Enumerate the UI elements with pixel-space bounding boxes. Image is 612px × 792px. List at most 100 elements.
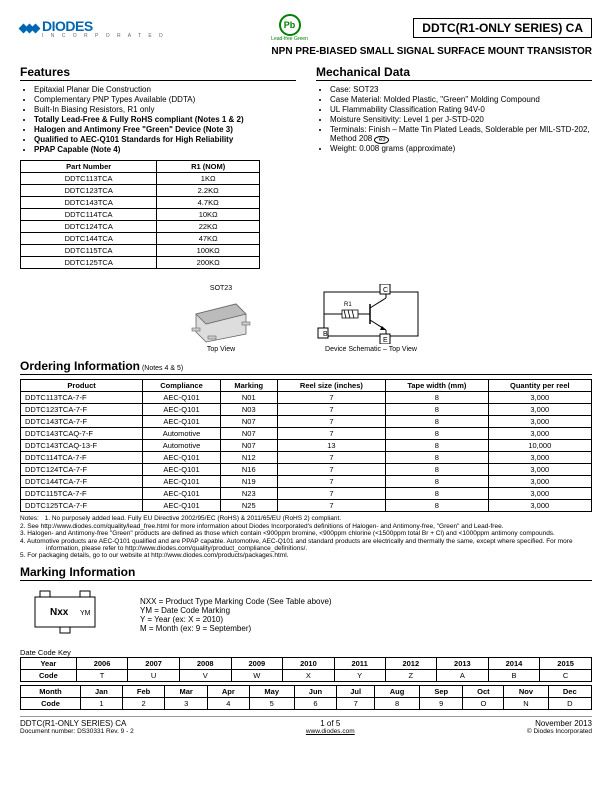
- table-row: DDTC113TCA1KΩ: [21, 173, 260, 185]
- feature-item: Complementary PNP Types Available (DDTA): [34, 95, 296, 104]
- table-cell: DDTC114TCA: [21, 209, 157, 221]
- mechanical-item: Case Material: Molded Plastic, "Green" M…: [330, 95, 592, 104]
- footer-title: DDTC(R1-ONLY SERIES) CA: [20, 719, 134, 728]
- table-cell: 7: [277, 404, 385, 416]
- logo-diamond-icon: [31, 23, 41, 33]
- table-row: DDTC115TCA100KΩ: [21, 245, 260, 257]
- table-cell: N07: [220, 428, 277, 440]
- table-cell: DDTC124TCA: [21, 221, 157, 233]
- table-cell: 9: [420, 698, 463, 710]
- table-cell: N03: [220, 404, 277, 416]
- table-cell: N19: [220, 476, 277, 488]
- table-cell: 2010: [283, 658, 335, 670]
- chip-code-text: Nxx: [50, 607, 69, 618]
- mechanical-list: Case: SOT23Case Material: Molded Plastic…: [316, 85, 592, 153]
- table-cell: N07: [220, 416, 277, 428]
- table-cell: DDTC143TCAQ-13-F: [21, 440, 143, 452]
- table-cell: Apr: [207, 686, 249, 698]
- table-header: R1 (NOM): [157, 161, 260, 173]
- table-cell: 4: [207, 698, 249, 710]
- subtitle: NPN PRE-BIASED SMALL SIGNAL SURFACE MOUN…: [20, 46, 592, 57]
- table-cell: DDTC115TCA: [21, 245, 157, 257]
- table-cell: Aug: [375, 686, 420, 698]
- table-cell: 7: [277, 464, 385, 476]
- table-cell: 7: [277, 452, 385, 464]
- table-cell: DDTC115TCA-7-F: [21, 488, 143, 500]
- table-cell: Month: [21, 686, 81, 698]
- package-type-label: SOT23: [186, 285, 256, 292]
- month-table: MonthJanFebMarAprMayJunJulAugSepOctNovDe…: [20, 685, 592, 710]
- table-cell: 8: [386, 500, 488, 512]
- table-cell: 8: [386, 452, 488, 464]
- table-cell: U: [128, 670, 180, 682]
- table-cell: 7: [277, 500, 385, 512]
- legend-line: NXX = Product Type Marking Code (See Tab…: [140, 597, 332, 606]
- datecode-label: Date Code Key: [20, 648, 592, 657]
- feature-item: Built-In Biasing Resistors, R1 only: [34, 105, 296, 114]
- table-cell: DDTC123TCA: [21, 185, 157, 197]
- ordering-table: ProductComplianceMarkingReel size (inche…: [20, 379, 592, 512]
- legend-line: Y = Year (ex: X = 2010): [140, 615, 332, 624]
- table-header: Product: [21, 380, 143, 392]
- pin-c-label: C: [383, 287, 388, 294]
- title-box: DDTC(R1-ONLY SERIES) CA: [413, 18, 592, 38]
- table-cell: 2012: [385, 658, 437, 670]
- table-cell: 2009: [231, 658, 283, 670]
- topview-label: Top View: [186, 346, 256, 353]
- table-cell: 8: [386, 428, 488, 440]
- mechanical-item: Case: SOT23: [330, 85, 592, 94]
- table-row: DDTC124TCA22KΩ: [21, 221, 260, 233]
- table-cell: AEC-Q101: [143, 416, 221, 428]
- table-cell: 4.7KΩ: [157, 197, 260, 209]
- notes-label: Notes:: [20, 515, 39, 522]
- table-cell: 8: [386, 464, 488, 476]
- mechanical-section: Mechanical Data Case: SOT23Case Material…: [316, 63, 592, 277]
- table-row: CodeTUVWXYZABC: [21, 670, 592, 682]
- table-cell: N07: [220, 440, 277, 452]
- table-cell: 7: [277, 416, 385, 428]
- package-top-view: SOT23 Top View: [186, 283, 256, 353]
- table-cell: DDTC125TCA: [21, 257, 157, 269]
- pin-e-label: E: [383, 337, 388, 344]
- marking-row: Nxx YM NXX = Product Type Marking Code (…: [20, 587, 592, 642]
- mechanical-heading: Mechanical Data: [316, 65, 592, 81]
- table-cell: N12: [220, 452, 277, 464]
- table-cell: 8: [375, 698, 420, 710]
- table-cell: 7: [337, 698, 375, 710]
- table-cell: AEC-Q101: [143, 500, 221, 512]
- header-bar: DIODES I N C O R P O R A T E D Pb Lead-f…: [20, 14, 592, 42]
- schematic-icon: B C E R1: [316, 284, 426, 344]
- table-row: Code123456789OND: [21, 698, 592, 710]
- table-cell: N23: [220, 488, 277, 500]
- table-header: Part Number: [21, 161, 157, 173]
- table-row: DDTC143TCAQ-13-FAutomotiveN0713810,000: [21, 440, 592, 452]
- table-cell: C: [540, 670, 592, 682]
- logo: DIODES I N C O R P O R A T E D: [20, 18, 166, 39]
- notes-block: Notes: 1. No purposely added lead. Fully…: [20, 515, 592, 559]
- chip-ym-text: YM: [80, 610, 91, 617]
- table-cell: 7: [277, 476, 385, 488]
- table-cell: 6: [294, 698, 337, 710]
- note-item: 4. Automotive products are AEC-Q101 qual…: [20, 538, 592, 552]
- pb-subtext: Lead-free Green: [271, 36, 308, 42]
- note-item: 5. For packaging details, go to our webs…: [20, 552, 592, 559]
- table-cell: AEC-Q101: [143, 392, 221, 404]
- footer-copyright: © Diodes Incorporated: [527, 728, 592, 735]
- footer-docnum: Document number: DS30331 Rev. 9 - 2: [20, 728, 134, 735]
- footer-date: November 2013: [527, 719, 592, 728]
- feature-item: Halogen and Antimony Free "Green" Device…: [34, 125, 296, 134]
- table-cell: N: [504, 698, 548, 710]
- table-cell: AEC-Q101: [143, 404, 221, 416]
- table-row: DDTC144TCA47KΩ: [21, 233, 260, 245]
- note-item: 1. No purposely added lead. Fully EU Dir…: [41, 515, 342, 522]
- table-cell: DDTC123TCA-7-F: [21, 404, 143, 416]
- table-cell: 10,000: [488, 440, 591, 452]
- table-row: DDTC144TCA-7-FAEC-Q101N19783,000: [21, 476, 592, 488]
- table-cell: May: [249, 686, 294, 698]
- table-cell: Automotive: [143, 428, 221, 440]
- table-header: Compliance: [143, 380, 221, 392]
- table-cell: 2013: [437, 658, 489, 670]
- table-row: DDTC115TCA-7-FAEC-Q101N23783,000: [21, 488, 592, 500]
- table-cell: DDTC144TCA-7-F: [21, 476, 143, 488]
- logo-text: DIODES: [42, 18, 93, 34]
